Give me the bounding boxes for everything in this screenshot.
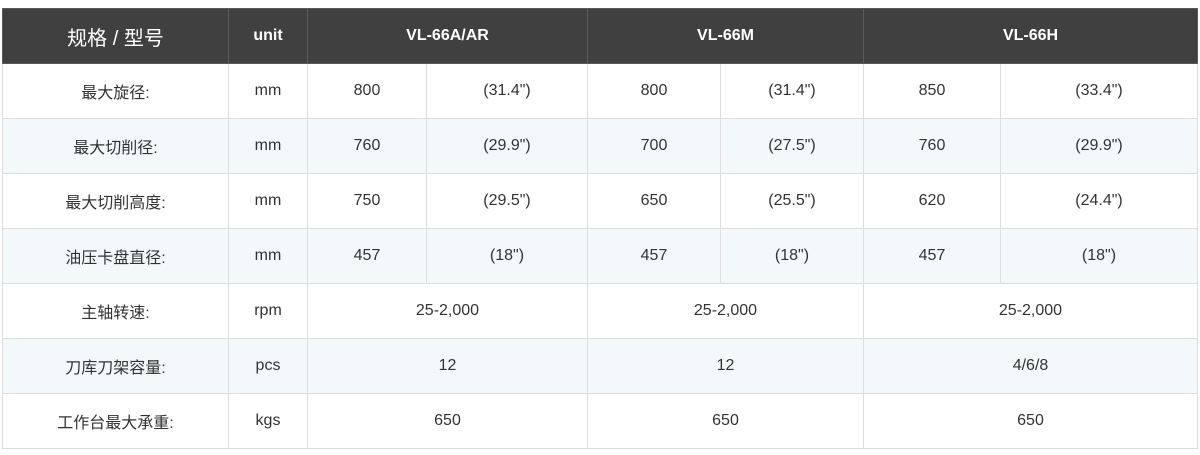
- model-header-vl-66m: VL-66M: [587, 8, 864, 64]
- value-merged: 25-2,000: [587, 283, 864, 339]
- value-merged: 25-2,000: [863, 283, 1198, 339]
- value-imperial: (31.4"): [426, 63, 588, 119]
- table-row: 工作台最大承重: kgs 650 650 650: [2, 393, 1198, 449]
- row-unit: mm: [228, 63, 308, 119]
- value-merged: 650: [587, 393, 864, 449]
- value-imperial: (27.5"): [720, 118, 864, 174]
- model-header-vl-66a-ar: VL-66A/AR: [307, 8, 588, 64]
- value-metric: 650: [587, 173, 721, 229]
- value-merged: 650: [863, 393, 1198, 449]
- row-unit: pcs: [228, 338, 308, 394]
- value-metric: 700: [587, 118, 721, 174]
- value-metric: 850: [863, 63, 1001, 119]
- row-unit: kgs: [228, 393, 308, 449]
- spec-table: 规格 / 型号 unit VL-66A/AR VL-66M VL-66H 最大旋…: [2, 8, 1198, 449]
- value-metric: 800: [307, 63, 427, 119]
- spec-model-header: 规格 / 型号: [2, 8, 229, 64]
- row-unit: mm: [228, 173, 308, 229]
- row-label: 刀库刀架容量:: [2, 338, 229, 394]
- table-row: 最大切削高度: mm 750 (29.5") 650 (25.5") 620 (…: [2, 173, 1198, 229]
- row-label: 油压卡盘直径:: [2, 228, 229, 284]
- value-imperial: (29.9"): [426, 118, 588, 174]
- row-label: 工作台最大承重:: [2, 393, 229, 449]
- value-merged: 12: [587, 338, 864, 394]
- row-label: 主轴转速:: [2, 283, 229, 339]
- value-imperial: (29.5"): [426, 173, 588, 229]
- model-header-vl-66h: VL-66H: [863, 8, 1198, 64]
- table-row: 油压卡盘直径: mm 457 (18") 457 (18") 457 (18"): [2, 228, 1198, 284]
- value-metric: 750: [307, 173, 427, 229]
- value-merged: 12: [307, 338, 588, 394]
- value-merged: 650: [307, 393, 588, 449]
- value-imperial: (33.4"): [1000, 63, 1198, 119]
- value-imperial: (18"): [1000, 228, 1198, 284]
- row-unit: mm: [228, 228, 308, 284]
- header-row: 规格 / 型号 unit VL-66A/AR VL-66M VL-66H: [2, 8, 1198, 64]
- row-unit: mm: [228, 118, 308, 174]
- row-label: 最大切削高度:: [2, 173, 229, 229]
- table-row: 刀库刀架容量: pcs 12 12 4/6/8: [2, 338, 1198, 394]
- table-row: 最大切削径: mm 760 (29.9") 700 (27.5") 760 (2…: [2, 118, 1198, 174]
- value-imperial: (18"): [720, 228, 864, 284]
- value-merged: 25-2,000: [307, 283, 588, 339]
- value-imperial: (18"): [426, 228, 588, 284]
- value-metric: 457: [587, 228, 721, 284]
- row-unit: rpm: [228, 283, 308, 339]
- value-imperial: (24.4"): [1000, 173, 1198, 229]
- value-merged: 4/6/8: [863, 338, 1198, 394]
- row-label: 最大旋径:: [2, 63, 229, 119]
- unit-header: unit: [228, 8, 308, 64]
- value-metric: 457: [863, 228, 1001, 284]
- table-row: 主轴转速: rpm 25-2,000 25-2,000 25-2,000: [2, 283, 1198, 339]
- value-imperial: (25.5"): [720, 173, 864, 229]
- value-metric: 760: [863, 118, 1001, 174]
- row-label: 最大切削径:: [2, 118, 229, 174]
- value-metric: 760: [307, 118, 427, 174]
- value-imperial: (29.9"): [1000, 118, 1198, 174]
- value-metric: 457: [307, 228, 427, 284]
- table-row: 最大旋径: mm 800 (31.4") 800 (31.4") 850 (33…: [2, 63, 1198, 119]
- value-metric: 620: [863, 173, 1001, 229]
- value-metric: 800: [587, 63, 721, 119]
- value-imperial: (31.4"): [720, 63, 864, 119]
